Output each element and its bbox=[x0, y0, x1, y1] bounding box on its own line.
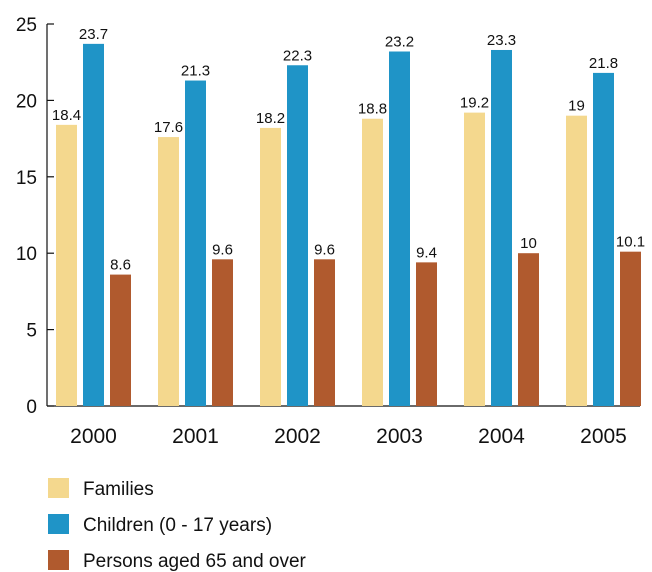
legend-swatch bbox=[48, 550, 69, 570]
data-label: 23.2 bbox=[385, 34, 414, 51]
bar bbox=[620, 251, 641, 406]
data-label: 10.1 bbox=[616, 234, 645, 251]
data-label: 17.6 bbox=[154, 119, 183, 136]
x-tick-label: 2001 bbox=[172, 425, 219, 448]
data-label: 10 bbox=[520, 235, 537, 252]
data-label: 21.8 bbox=[589, 55, 618, 72]
bar bbox=[260, 127, 281, 407]
y-tick-label: 5 bbox=[26, 321, 37, 342]
x-tick-label: 2005 bbox=[580, 425, 627, 448]
data-label: 19.2 bbox=[460, 95, 489, 112]
data-label: 8.6 bbox=[110, 257, 131, 274]
bar bbox=[491, 49, 512, 406]
legend-swatch bbox=[48, 478, 69, 498]
bar bbox=[464, 112, 485, 407]
legend-label: Children (0 - 17 years) bbox=[83, 515, 272, 536]
y-tick-label: 20 bbox=[16, 91, 37, 112]
bar bbox=[185, 80, 206, 406]
bar bbox=[287, 65, 308, 407]
y-tick-label: 25 bbox=[16, 15, 37, 36]
data-label: 18.8 bbox=[358, 101, 387, 118]
x-tick-label: 2002 bbox=[274, 425, 321, 448]
data-label: 18.2 bbox=[256, 110, 285, 127]
data-label: 9.6 bbox=[212, 241, 233, 258]
bar bbox=[518, 253, 539, 406]
x-tick-label: 2003 bbox=[376, 425, 423, 448]
bar bbox=[416, 262, 437, 406]
bar bbox=[83, 43, 104, 406]
x-tick-label: 2004 bbox=[478, 425, 525, 448]
data-label: 18.4 bbox=[52, 107, 81, 124]
bar bbox=[212, 259, 233, 406]
bar bbox=[389, 51, 410, 407]
y-tick-label: 15 bbox=[16, 168, 37, 189]
legend-label: Persons aged 65 and over bbox=[83, 551, 307, 572]
data-label: 23.3 bbox=[487, 32, 516, 49]
data-label: 9.6 bbox=[314, 241, 335, 258]
data-label: 19 bbox=[568, 98, 585, 115]
data-label: 21.3 bbox=[181, 63, 210, 80]
legend-swatch bbox=[48, 514, 69, 534]
bar bbox=[314, 259, 335, 406]
bar bbox=[566, 115, 587, 407]
bar bbox=[593, 72, 614, 407]
bar bbox=[56, 124, 77, 407]
y-tick-label: 10 bbox=[16, 244, 37, 265]
data-label: 9.4 bbox=[416, 244, 437, 261]
bar bbox=[362, 118, 383, 407]
bar bbox=[158, 137, 179, 406]
x-tick-label: 2000 bbox=[70, 425, 117, 448]
data-label: 23.7 bbox=[79, 26, 108, 43]
y-tick-label: 0 bbox=[26, 397, 37, 418]
legend-label: Families bbox=[83, 479, 154, 500]
bar bbox=[110, 274, 131, 406]
data-label: 22.3 bbox=[283, 47, 312, 64]
